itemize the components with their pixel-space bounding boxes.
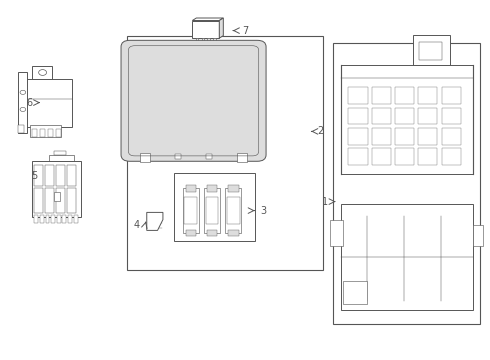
Bar [68,215,72,222]
Bar [174,173,255,241]
Text: 7: 7 [242,26,248,36]
Bar [207,230,218,236]
Bar [186,185,196,192]
Bar [348,128,368,144]
Bar [56,165,65,186]
Bar [372,128,391,144]
Bar [40,215,44,222]
Bar [192,21,219,38]
Bar [34,188,44,213]
Bar [441,128,461,144]
Bar [395,148,414,165]
Bar [473,225,484,246]
Bar [441,87,461,104]
Bar [395,87,414,104]
Bar [237,153,247,162]
Bar [213,38,216,43]
Bar [63,215,67,222]
Bar [54,151,66,156]
Bar [175,154,181,159]
Bar [341,204,473,310]
Circle shape [39,69,47,75]
Bar [202,38,204,43]
FancyBboxPatch shape [121,40,266,161]
Bar [343,281,367,304]
Bar [57,215,61,222]
Bar [40,129,45,137]
Bar [51,215,55,222]
Bar [418,128,438,144]
Bar [418,42,442,60]
Bar [207,38,210,43]
Text: 3: 3 [260,206,266,216]
Bar [204,188,220,233]
Circle shape [20,90,25,94]
Bar [19,72,27,134]
Bar [413,35,450,65]
Bar [348,87,368,104]
Text: 1: 1 [322,197,328,207]
Bar [186,230,196,236]
Bar [74,215,78,222]
Bar [207,185,218,192]
Text: 4: 4 [133,220,139,230]
Bar [227,197,240,224]
Bar [140,153,150,162]
Bar [34,165,44,186]
Bar [228,185,239,192]
Bar [228,230,239,236]
Bar [330,220,343,246]
Bar [418,148,438,165]
Bar [183,188,199,233]
Polygon shape [192,18,223,21]
Text: 6: 6 [26,98,32,108]
Bar [341,65,473,174]
Bar [184,197,197,224]
Bar [32,66,52,79]
Bar [395,108,414,124]
Bar [32,129,37,137]
Bar [127,36,323,270]
Bar [441,148,461,165]
Text: 2: 2 [318,126,323,136]
Bar [348,148,368,165]
Bar [45,165,54,186]
Text: 5: 5 [31,171,37,181]
Bar [206,154,212,159]
Bar [46,215,49,222]
Bar [418,108,438,124]
Bar [67,165,76,186]
Bar [372,108,391,124]
Bar [56,129,61,137]
Bar [67,188,76,213]
Circle shape [20,107,25,112]
Bar [395,128,414,144]
Bar [196,38,198,43]
Bar [45,188,54,213]
Bar [32,161,81,217]
Bar [333,43,480,324]
Bar [206,197,219,224]
Bar [372,87,391,104]
Bar [19,125,24,134]
Polygon shape [220,18,223,38]
Polygon shape [147,212,163,230]
Bar [56,188,65,213]
Bar [34,215,38,222]
Bar [225,188,242,233]
Bar [348,108,368,124]
Bar [418,87,438,104]
Bar [372,148,391,165]
Bar [24,79,72,127]
Bar [29,125,61,137]
Bar [48,129,53,137]
Bar [54,192,60,201]
Bar [49,156,74,161]
Bar [441,108,461,124]
